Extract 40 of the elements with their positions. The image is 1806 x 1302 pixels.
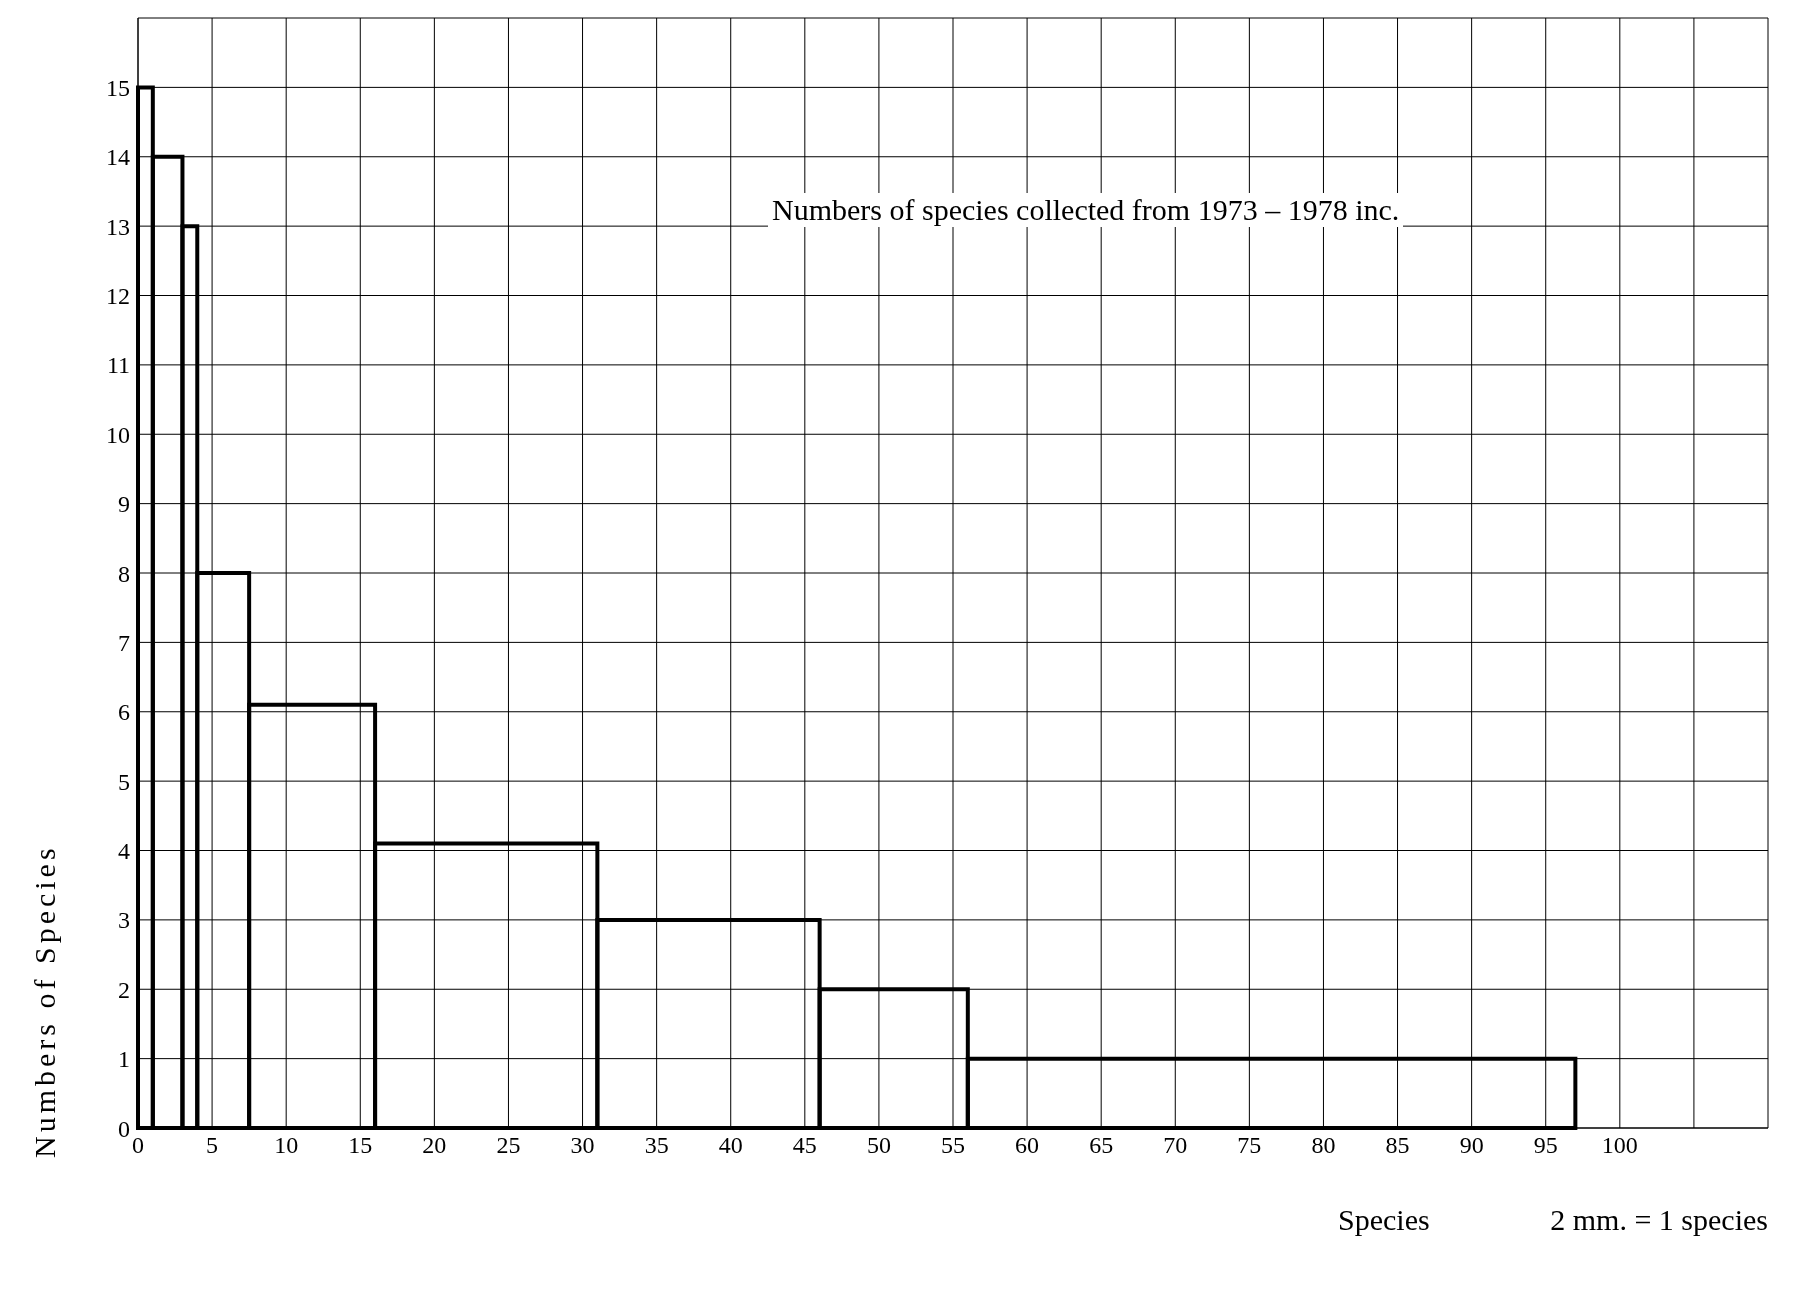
- x-tick-label: 55: [941, 1132, 965, 1159]
- x-tick-label: 65: [1089, 1132, 1114, 1159]
- y-tick-label: 4: [118, 838, 130, 865]
- x-tick-label: 35: [644, 1132, 669, 1159]
- x-axis-title: Species: [1338, 1203, 1430, 1237]
- x-tick-label: 15: [348, 1132, 373, 1159]
- text: Numbers of species collected from 1973 – 1978 inc.: [768, 193, 1404, 227]
- x-tick-label: 60: [1015, 1132, 1040, 1159]
- x-tick-label: 30: [570, 1132, 595, 1159]
- y-tick-label: 3: [118, 907, 130, 934]
- y-tick-label: 9: [118, 491, 130, 518]
- y-tick-label: 11: [106, 352, 130, 379]
- y-tick-label: 5: [118, 768, 130, 795]
- x-tick-label: 95: [1533, 1132, 1558, 1159]
- x-tick-label: 10: [274, 1132, 299, 1159]
- y-tick-label: 6: [118, 699, 130, 726]
- x-tick-label: 40: [718, 1132, 743, 1159]
- y-tick-label: 12: [106, 283, 130, 310]
- x-tick-label: 80: [1311, 1132, 1336, 1159]
- x-tick-label: 100: [1601, 1132, 1638, 1159]
- y-tick-label: 13: [106, 213, 130, 240]
- text: 2 mm. = 1 species: [1550, 1203, 1768, 1237]
- x-tick-label: 70: [1163, 1132, 1188, 1159]
- y-tick-label: 1: [118, 1046, 130, 1073]
- x-tick-label: 75: [1237, 1132, 1262, 1159]
- x-tick-label: 50: [866, 1132, 891, 1159]
- y-tick-label: 15: [106, 74, 130, 101]
- y-tick-label: 10: [106, 421, 130, 448]
- y-tick-label: 14: [106, 144, 130, 171]
- x-tick-label: 20: [422, 1132, 447, 1159]
- y-tick-label: 0: [118, 1115, 130, 1142]
- x-tick-label: 45: [792, 1132, 817, 1159]
- x-tick-label: 85: [1385, 1132, 1410, 1159]
- x-tick-label: 5: [206, 1132, 219, 1159]
- y-tick-label: 8: [118, 560, 130, 587]
- y-tick-label: 7: [118, 629, 130, 656]
- y-tick-label: 2: [118, 976, 130, 1003]
- x-tick-label: 90: [1459, 1132, 1484, 1159]
- x-tick-label: 25: [496, 1132, 521, 1159]
- y-axis-title: Numbers of Species: [28, 844, 62, 1158]
